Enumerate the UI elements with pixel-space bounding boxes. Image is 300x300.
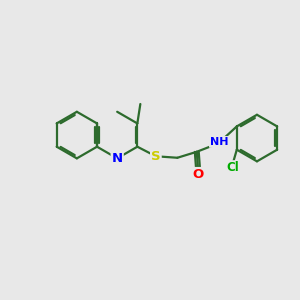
Text: Cl: Cl: [226, 161, 239, 174]
Text: S: S: [151, 150, 161, 163]
Text: O: O: [193, 168, 204, 181]
Text: N: N: [112, 152, 123, 165]
Text: NH: NH: [210, 137, 228, 147]
